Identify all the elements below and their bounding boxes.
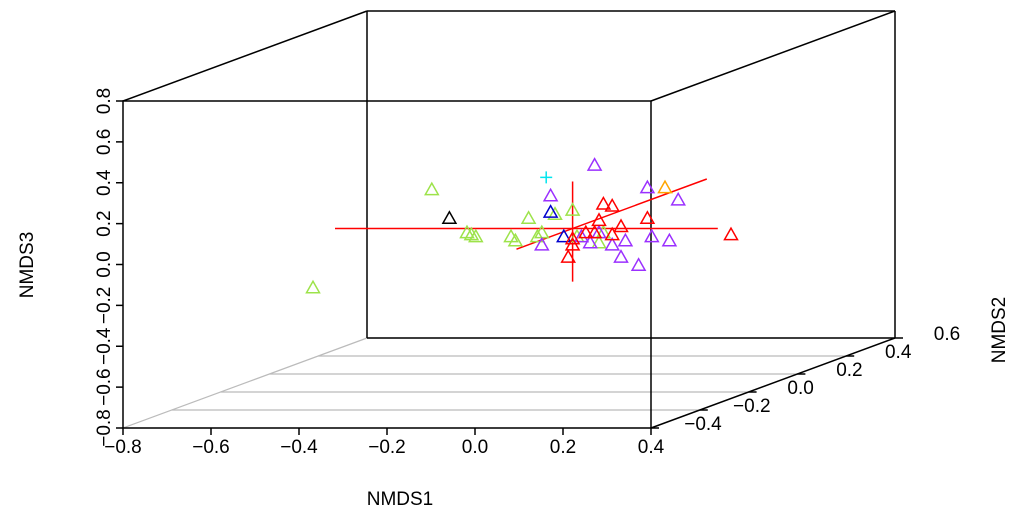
point — [542, 204, 559, 218]
point — [424, 181, 440, 196]
point — [617, 232, 634, 247]
point — [586, 224, 603, 239]
point — [595, 195, 612, 210]
point — [604, 226, 620, 241]
y-tick-label: −0.2 — [733, 396, 771, 417]
y-tick-label: 0.0 — [787, 378, 813, 399]
point — [540, 171, 553, 184]
point — [441, 210, 458, 225]
y-tick-label: 0.6 — [934, 324, 960, 345]
x-tick-label: 0.0 — [462, 437, 488, 458]
point — [613, 249, 629, 263]
point — [564, 236, 581, 251]
point — [586, 157, 603, 171]
z-tick-label: 0.4 — [94, 169, 115, 196]
point — [305, 279, 321, 294]
point — [542, 187, 559, 202]
z-axis-label: NMDS3 — [17, 232, 38, 299]
point — [670, 191, 686, 206]
y-axis-label: NMDS2 — [989, 297, 1010, 364]
point — [560, 249, 576, 263]
point — [534, 236, 550, 251]
point — [582, 234, 598, 249]
point — [644, 228, 660, 243]
x-tick-label: −0.8 — [104, 437, 142, 458]
z-tick-label: −0.4 — [94, 327, 115, 365]
point — [547, 206, 563, 220]
y-tick-label: 0.4 — [885, 342, 912, 363]
point — [468, 228, 484, 243]
point — [630, 257, 647, 272]
z-tick-label: −0.2 — [94, 287, 115, 325]
x-tick-label: −0.4 — [280, 437, 318, 458]
point — [661, 232, 678, 247]
point — [564, 202, 581, 216]
point — [573, 228, 590, 243]
box-edge — [650, 10, 896, 102]
box-edge — [650, 337, 896, 429]
point — [604, 197, 620, 212]
point — [564, 230, 581, 245]
point — [657, 179, 673, 194]
x-tick-label: −0.2 — [368, 437, 406, 458]
front-face — [122, 100, 652, 429]
point — [723, 226, 739, 241]
y-tick-label: 0.2 — [836, 360, 862, 381]
z-tick-label: 0.2 — [94, 210, 115, 236]
z-tick-label: −0.8 — [94, 409, 115, 447]
point — [459, 224, 475, 239]
point — [578, 224, 594, 239]
point — [639, 210, 656, 225]
point — [613, 218, 629, 233]
z-tick-label: 0.8 — [94, 88, 115, 114]
point — [604, 236, 620, 251]
floor-edge — [122, 337, 368, 429]
point — [556, 228, 572, 243]
point — [639, 179, 656, 194]
box-edge — [122, 10, 368, 102]
point — [520, 210, 537, 225]
z-tick-label: 0.6 — [94, 129, 115, 155]
z-tick-label: 0.0 — [94, 251, 115, 277]
y-tick-label: −0.4 — [684, 414, 722, 435]
z-tick-label: −0.6 — [94, 368, 115, 406]
x-tick-label: 0.2 — [550, 437, 576, 458]
x-tick-label: −0.6 — [192, 437, 230, 458]
point — [463, 226, 480, 241]
point — [529, 228, 546, 243]
point — [591, 234, 607, 249]
point — [507, 232, 524, 247]
x-axis-label: NMDS1 — [367, 489, 434, 510]
point — [591, 212, 607, 227]
x-tick-label: 0.4 — [638, 437, 665, 458]
